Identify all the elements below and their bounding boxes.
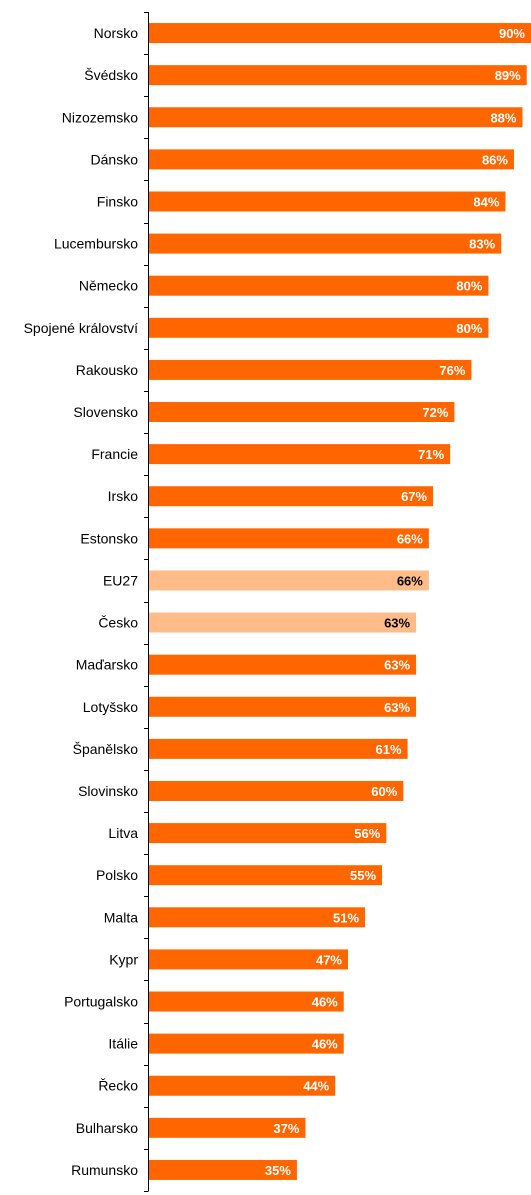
- bar: [149, 149, 514, 170]
- bar: [149, 359, 472, 380]
- bar: [149, 654, 417, 675]
- bar: [149, 907, 366, 928]
- bar: [149, 23, 531, 44]
- bar: [149, 570, 429, 591]
- bar: [149, 612, 417, 633]
- bar: [149, 991, 344, 1012]
- data-label: 80%: [456, 321, 482, 336]
- category-label: Estonsko: [80, 530, 138, 546]
- category-label: Švédsko: [84, 67, 138, 83]
- data-label: 90%: [499, 26, 525, 41]
- bar: [149, 738, 408, 759]
- bar: [149, 1075, 336, 1096]
- category-label: Polsko: [96, 867, 138, 883]
- data-label: 37%: [273, 1121, 299, 1136]
- category-label: Irsko: [108, 488, 139, 504]
- data-label: 67%: [401, 489, 427, 504]
- category-label: Slovensko: [73, 404, 138, 420]
- data-label: 63%: [384, 700, 410, 715]
- bar: [149, 65, 527, 86]
- bar: [149, 486, 434, 507]
- category-label: Kypr: [109, 951, 138, 967]
- category-label: Maďarsko: [76, 657, 139, 673]
- category-label: Malta: [104, 909, 138, 925]
- data-label: 72%: [422, 405, 448, 420]
- bar: [149, 780, 404, 801]
- bar: [149, 275, 489, 296]
- bar: [149, 949, 349, 970]
- bar: [149, 107, 523, 128]
- bar: [149, 1117, 306, 1138]
- category-label: Lucembursko: [54, 236, 138, 252]
- bar: [149, 444, 451, 465]
- data-label: 55%: [350, 868, 376, 883]
- category-label: Norsko: [94, 25, 139, 41]
- category-label: Rakousko: [76, 362, 138, 378]
- data-label: 80%: [456, 279, 482, 294]
- data-label: 66%: [397, 531, 423, 546]
- category-label: Finsko: [97, 193, 138, 209]
- data-label: 89%: [495, 68, 521, 83]
- bar: [149, 233, 502, 254]
- data-label: 60%: [371, 784, 397, 799]
- category-label: Nizozemsko: [62, 109, 138, 125]
- data-label: 63%: [384, 658, 410, 673]
- data-label: 88%: [490, 110, 516, 125]
- category-label: EU27: [103, 572, 138, 588]
- data-label: 51%: [333, 910, 359, 925]
- bar: [149, 823, 387, 844]
- category-label: Německo: [79, 278, 138, 294]
- bar: [149, 402, 455, 423]
- bar: [149, 696, 417, 717]
- data-label: 86%: [482, 152, 508, 167]
- data-label: 63%: [384, 616, 410, 631]
- bar: [149, 1159, 297, 1180]
- category-label: Dánsko: [91, 151, 139, 167]
- data-label: 83%: [469, 237, 495, 252]
- data-label: 56%: [354, 826, 380, 841]
- data-label: 46%: [312, 1037, 338, 1052]
- category-label: Litva: [108, 825, 138, 841]
- bar: [149, 191, 506, 212]
- data-label: 61%: [376, 742, 402, 757]
- bar: [149, 1033, 344, 1054]
- data-label: 71%: [418, 447, 444, 462]
- bar: [149, 865, 383, 886]
- bar: [149, 317, 489, 338]
- data-label: 46%: [312, 995, 338, 1010]
- category-label: Spojené království: [24, 320, 139, 336]
- category-label: Itálie: [108, 1036, 138, 1052]
- data-label: 66%: [397, 573, 423, 588]
- category-label: Rumunsko: [71, 1162, 138, 1178]
- category-label: Bulharsko: [76, 1120, 138, 1136]
- category-label: Portugalsko: [64, 994, 138, 1010]
- data-label: 76%: [439, 363, 465, 378]
- category-label: Francie: [91, 446, 138, 462]
- category-label: Španělsko: [73, 741, 139, 757]
- category-label: Lotyšsko: [83, 699, 138, 715]
- data-label: 47%: [316, 952, 342, 967]
- category-label: Řecko: [98, 1078, 138, 1094]
- bar: [149, 528, 429, 549]
- data-label: 35%: [265, 1163, 291, 1178]
- category-label: Česko: [98, 615, 138, 631]
- data-label: 44%: [303, 1079, 329, 1094]
- data-label: 84%: [473, 194, 499, 209]
- category-label: Slovinsko: [78, 783, 138, 799]
